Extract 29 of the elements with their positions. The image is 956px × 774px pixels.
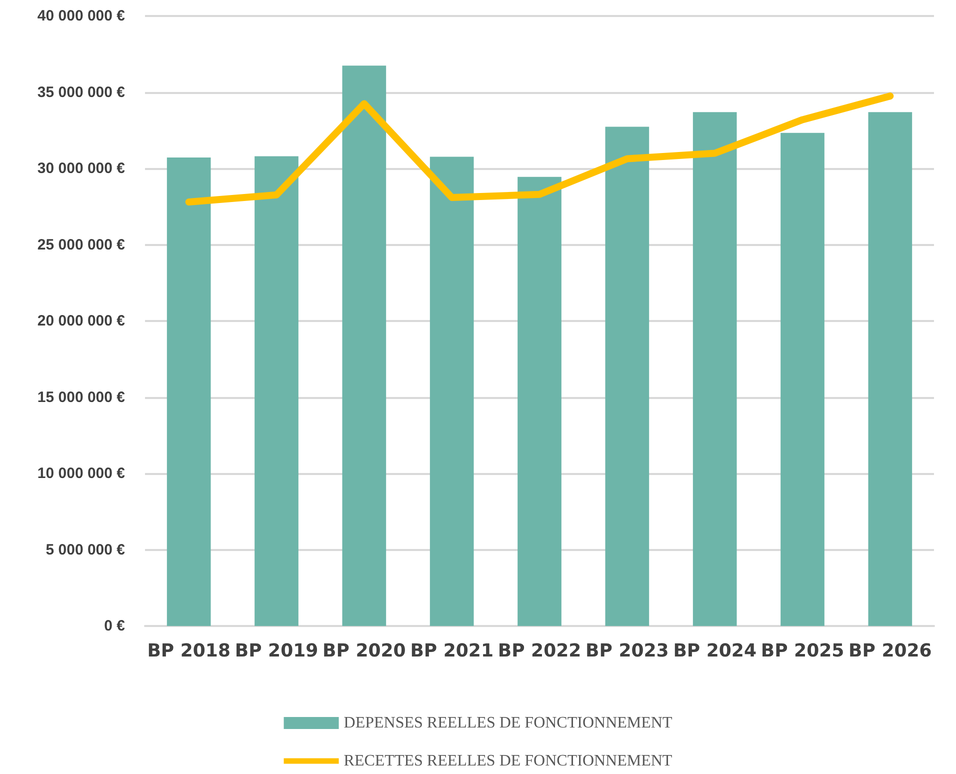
bar: [342, 66, 386, 626]
bar: [518, 176, 562, 626]
y-tick-label: 25 000 000 €: [37, 236, 126, 254]
legend-label: RECETTES REELLES DE FONCTIONNEMENT: [344, 752, 672, 770]
bar: [780, 132, 824, 626]
y-tick-label: 0 €: [104, 618, 126, 634]
y-tick-label: 40 000 000 €: [37, 8, 126, 24]
y-tick-label: 30 000 000 €: [37, 160, 126, 177]
bar: [692, 112, 737, 626]
bar: [254, 156, 298, 626]
y-tick-label: 10 000 000 €: [37, 465, 126, 482]
x-tick-label: BP 2021: [410, 640, 494, 662]
bar: [166, 158, 211, 626]
bar: [868, 112, 912, 626]
y-tick-label: 20 000 000 €: [37, 312, 126, 330]
x-tick-label: BP 2018: [147, 640, 230, 662]
y-tick-label: 35 000 000 €: [37, 84, 126, 101]
x-tick-label: BP 2022: [498, 640, 582, 662]
y-tick-label: 5 000 000 €: [46, 541, 126, 558]
x-tick-label: BP 2026: [848, 640, 932, 662]
x-tick-label: BP 2020: [322, 640, 406, 662]
x-tick-label: BP 2025: [760, 640, 844, 662]
x-tick-label: BP 2024: [673, 640, 756, 662]
bar: [430, 156, 474, 626]
x-tick-label: BP 2019: [234, 640, 318, 662]
bar: [605, 126, 650, 626]
y-tick-label: 15 000 000 €: [37, 388, 126, 406]
x-tick-label: BP 2023: [586, 640, 669, 662]
legend-label: DEPENSES REELLES DE FONCTIONNEMENT: [344, 714, 672, 732]
